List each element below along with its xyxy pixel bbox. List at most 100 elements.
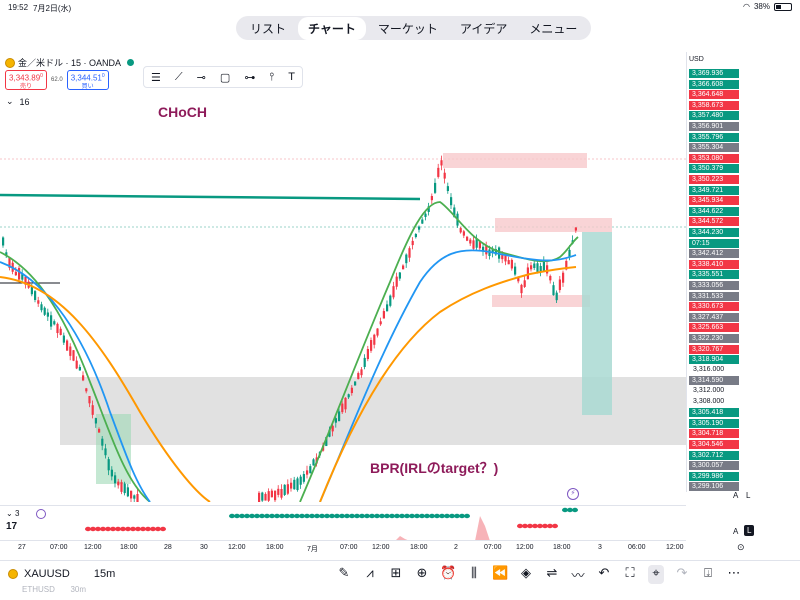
time-label: 7月: [307, 546, 318, 553]
time-label: 28: [164, 544, 172, 551]
crosshair-icon[interactable]: ⌖: [648, 565, 664, 584]
candle-body: [46, 312, 49, 317]
indicator-subpane[interactable]: ⌄ 3 17: [0, 505, 686, 541]
time-label: 06:00: [628, 544, 646, 551]
trendline-icon[interactable]: ⟋: [174, 70, 183, 83]
signal-dot: [90, 526, 96, 532]
candle-body: [443, 172, 446, 179]
share-icon[interactable]: ⍗: [704, 565, 712, 580]
spread-value: 62.0: [51, 77, 63, 83]
settings-icon[interactable]: [36, 509, 46, 519]
time-label: 18:00: [266, 544, 284, 551]
candle-body: [286, 484, 289, 494]
signal-dot: [259, 513, 265, 519]
indicators-icon[interactable]: ⩘: [366, 565, 374, 580]
candle-body: [334, 418, 337, 423]
log-scale-button-2[interactable]: L: [744, 525, 755, 536]
buy-button[interactable]: 3,344.510 買い: [66, 70, 109, 90]
candle-body: [261, 492, 264, 501]
candle-body: [136, 493, 139, 502]
wifi-icon: ◠: [743, 2, 750, 11]
price-label: 3,299.986: [689, 471, 739, 481]
ray-icon[interactable]: ⊸: [196, 71, 206, 84]
buy-price: 3,344.51: [70, 73, 102, 83]
symbol-header[interactable]: 金／米ドル · 15 · OANDA: [5, 56, 135, 69]
tab-market[interactable]: マーケット: [377, 21, 438, 36]
price-label: 3,356.901: [689, 122, 739, 131]
signal-dot: [289, 513, 295, 519]
tab-ideas[interactable]: アイデア: [459, 21, 508, 36]
rectangle-icon[interactable]: ▢: [219, 71, 231, 84]
time-axis[interactable]: 27 07:00 12:00 18:00 28 30 12:00 18:00 7月 07:00 12…: [0, 540, 686, 553]
more-icon[interactable]: ⋯: [727, 565, 741, 580]
signal-dot: [374, 513, 380, 519]
price-axis[interactable]: USD 3,369.936 3,366.608 3,364.648 3,358.673…: [686, 52, 742, 492]
fib-lines-icon[interactable]: ☰: [151, 71, 161, 84]
goto-date-icon[interactable]: ⊙: [737, 542, 745, 552]
candle-body: [270, 490, 273, 498]
text-tool-icon[interactable]: T: [288, 71, 295, 83]
candle-type-icon[interactable]: ⫼: [471, 565, 477, 580]
price-label: 3,345.934: [689, 196, 739, 206]
candle-body: [568, 249, 571, 257]
bottom-symbol[interactable]: XAUUSD 15m: [8, 568, 115, 580]
candle-body: [446, 186, 449, 192]
redo-icon[interactable]: ↷: [676, 565, 688, 580]
time-label: 07:00: [50, 544, 68, 551]
auto-scale-button[interactable]: A: [733, 491, 739, 500]
sliders-icon[interactable]: ⇌: [546, 565, 558, 580]
signal-dot: [115, 526, 121, 532]
pen-icon[interactable]: ✎: [338, 565, 350, 580]
subpane-toggle[interactable]: ⌄ 3: [6, 509, 20, 518]
signal-dot: [364, 513, 370, 519]
plus-icon[interactable]: ⊕: [416, 565, 428, 580]
vertical-line-icon[interactable]: ⫯: [269, 70, 275, 83]
indicator-toggle[interactable]: ⌄ 16: [6, 96, 30, 107]
tradingview-logo-icon: 17: [6, 521, 18, 532]
signal-dot: [145, 526, 151, 532]
layers-icon[interactable]: ◈: [521, 565, 531, 580]
candle-body: [546, 265, 549, 274]
grid-layout-icon[interactable]: ⊞: [390, 565, 402, 580]
log-scale-button[interactable]: L: [746, 491, 751, 500]
price-label: 3,355.304: [689, 143, 739, 153]
bottom-timeframe[interactable]: 15m: [93, 568, 116, 580]
signal-dot: [244, 513, 250, 519]
signal-dot: [309, 513, 315, 519]
buy-label: 買い: [81, 83, 94, 90]
candle-body: [504, 253, 507, 262]
time-label: 18:00: [410, 544, 428, 551]
auto-scale-button-2[interactable]: A: [733, 527, 739, 536]
horizontal-line-icon[interactable]: ⊶: [244, 71, 256, 84]
tab-chart[interactable]: チャート: [298, 16, 366, 40]
tab-list[interactable]: リスト: [250, 21, 287, 36]
ema-mid-line: [0, 261, 151, 502]
sell-button[interactable]: 3,343.890 売り: [5, 70, 47, 90]
candle-body: [533, 263, 536, 268]
candle-body: [494, 249, 497, 255]
sell-price: 3,343.89: [9, 73, 41, 83]
candle-body: [344, 397, 347, 410]
time-label: 12:00: [372, 544, 390, 551]
signal-dot: [547, 523, 553, 529]
price-chart[interactable]: [0, 52, 686, 502]
alarm-icon[interactable]: ⏰: [440, 565, 457, 580]
lightning-icon[interactable]: ⚡: [567, 488, 579, 500]
drawing-toolbar: ☰ ⟋ ⊸ ▢ ⊶ ⫯ T: [143, 66, 303, 88]
undo-icon[interactable]: ↶: [598, 565, 610, 580]
candle-body: [117, 481, 120, 486]
replay-icon[interactable]: ⏪: [492, 565, 509, 580]
candle-body: [565, 260, 568, 270]
time-label: 12:00: [666, 544, 684, 551]
signal-dot: [537, 523, 543, 529]
bottom-icons: ✎ ⩘ ⊞ ⊕ ⏰ ⫼ ⏪ ◈ ⇌ 〰 ↶ ⛶ ⌖ ↷ ⍗ ⋯: [336, 565, 742, 584]
tab-menu[interactable]: メニュー: [529, 21, 578, 36]
candle-body: [469, 239, 472, 244]
candle-body: [56, 323, 59, 334]
trend-icon[interactable]: 〰: [571, 568, 585, 583]
battery-percent: 38%: [753, 2, 770, 11]
candle-body: [98, 428, 101, 433]
price-label: 3,369.936: [689, 69, 739, 78]
candle-body: [280, 489, 283, 498]
fullscreen-icon[interactable]: ⛶: [625, 565, 635, 580]
